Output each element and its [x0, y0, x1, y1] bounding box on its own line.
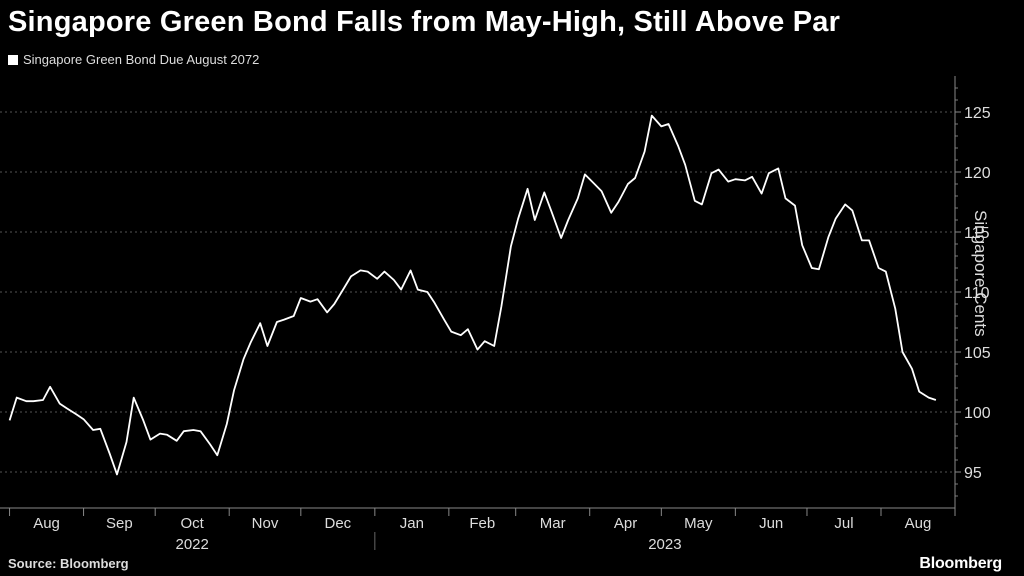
legend: Singapore Green Bond Due August 2072 — [8, 52, 259, 67]
x-tick-label: Apr — [614, 515, 637, 532]
source-note: Source: Bloomberg — [8, 556, 129, 571]
x-tick-label: Jan — [400, 515, 424, 532]
series-line — [8, 114, 937, 476]
legend-label: Singapore Green Bond Due August 2072 — [23, 52, 260, 67]
x-tick-label: Dec — [324, 515, 351, 532]
x-tick-label: Nov — [252, 515, 279, 532]
y-tick-label: 95 — [964, 465, 982, 482]
x-year-label: 2023 — [648, 536, 681, 553]
x-tick-label: Aug — [33, 515, 60, 532]
axes: 95 100 105 110 115 120 125 Aug Sep Oct Nov Dec Jan Fe… — [0, 76, 991, 553]
gridlines — [0, 111, 955, 473]
x-tick-label: Oct — [181, 515, 205, 532]
plot-area — [8, 114, 937, 476]
y-tick-label: 120 — [964, 165, 991, 182]
y-tick-label: 115 — [964, 225, 990, 242]
x-year-label: 2022 — [176, 536, 209, 553]
x-tick-label: May — [684, 515, 713, 532]
x-tick-label: Aug — [905, 515, 932, 532]
y-axis-label: Singapore Cents — [971, 210, 990, 337]
x-tick-label: Jul — [834, 515, 853, 532]
x-tick-label: Feb — [469, 515, 495, 532]
x-tick-label: Jun — [759, 515, 783, 532]
y-tick-label: 105 — [964, 345, 991, 362]
legend-swatch — [8, 54, 18, 65]
x-tick-label: Mar — [540, 515, 566, 532]
bloomberg-logo: Bloomberg — [919, 555, 1002, 572]
y-tick-label: 100 — [964, 405, 991, 422]
y-tick-label: 125 — [964, 105, 991, 122]
y-tick-label: 110 — [964, 285, 990, 302]
x-tick-label: Sep — [106, 515, 133, 532]
chart-title: Singapore Green Bond Falls from May-High… — [8, 6, 841, 38]
